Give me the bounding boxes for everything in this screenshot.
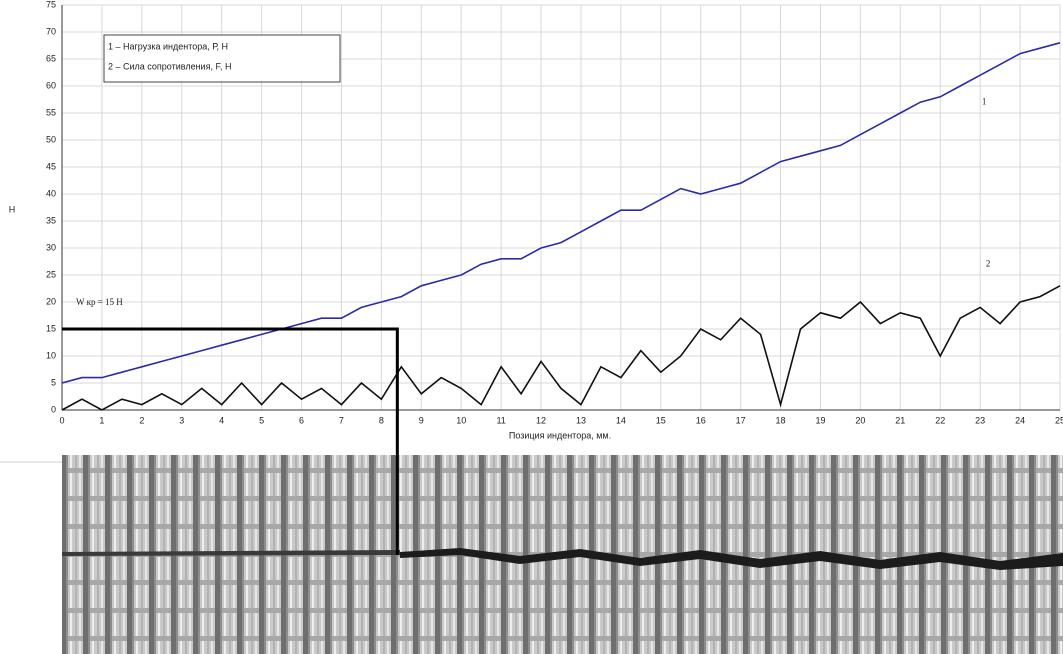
x-tick-label: 22 bbox=[935, 415, 945, 425]
x-tick-label: 7 bbox=[339, 415, 344, 425]
y-tick-label: 45 bbox=[46, 161, 56, 171]
annotation: W кр = 15 Н bbox=[76, 297, 123, 307]
x-tick-label: 25 bbox=[1055, 415, 1063, 425]
y-tick-label: 10 bbox=[46, 350, 56, 360]
x-tick-label: 14 bbox=[616, 415, 626, 425]
x-tick-label: 24 bbox=[1015, 415, 1025, 425]
x-tick-label: 11 bbox=[496, 415, 505, 425]
y-tick-label: 30 bbox=[46, 242, 56, 252]
x-tick-label: 17 bbox=[736, 415, 746, 425]
x-tick-label: 16 bbox=[696, 415, 706, 425]
legend-entry: 2 – Сила сопротивления, F, Н bbox=[108, 61, 231, 71]
y-tick-label: 25 bbox=[46, 269, 56, 279]
y-tick-label: 50 bbox=[46, 134, 56, 144]
y-tick-label: 60 bbox=[46, 80, 56, 90]
x-tick-label: 1 bbox=[99, 415, 104, 425]
x-tick-label: 23 bbox=[975, 415, 985, 425]
legend-entry: 1 – Нагрузка индентора, Р, Н bbox=[108, 41, 228, 51]
x-tick-label: 5 bbox=[259, 415, 264, 425]
series-line bbox=[61, 285, 1061, 411]
x-tick-label: 3 bbox=[179, 415, 184, 425]
y-tick-label: 55 bbox=[46, 107, 56, 117]
x-tick-label: 19 bbox=[815, 415, 825, 425]
x-tick-label: 21 bbox=[895, 415, 905, 425]
x-tick-label: 6 bbox=[299, 415, 304, 425]
x-tick-label: 10 bbox=[456, 415, 466, 425]
x-axis-label: Позиция индентора, мм. bbox=[509, 430, 611, 440]
x-tick-label: 18 bbox=[776, 415, 786, 425]
threshold-line bbox=[62, 327, 399, 555]
series-line bbox=[61, 42, 1061, 384]
annotation: 1 bbox=[982, 96, 987, 106]
y-tick-label: 70 bbox=[46, 26, 56, 36]
y-tick-label: 5 bbox=[51, 377, 56, 387]
y-tick-label: 65 bbox=[46, 53, 56, 63]
y-tick-label: 75 bbox=[46, 0, 56, 9]
y-axis-label: Н bbox=[9, 204, 16, 214]
fabric-photo bbox=[62, 455, 1063, 654]
x-tick-label: 4 bbox=[219, 415, 224, 425]
x-tick-label: 12 bbox=[536, 415, 546, 425]
x-tick-label: 13 bbox=[576, 415, 586, 425]
x-tick-label: 9 bbox=[419, 415, 424, 425]
y-tick-label: 35 bbox=[46, 215, 56, 225]
y-tick-label: 40 bbox=[46, 188, 56, 198]
x-tick-label: 15 bbox=[656, 415, 666, 425]
x-tick-label: 20 bbox=[855, 415, 865, 425]
annotation: 2 bbox=[986, 258, 991, 268]
legend: 1 – Нагрузка индентора, Р, Н 2 – Сила соп… bbox=[103, 34, 341, 83]
y-tick-label: 15 bbox=[46, 323, 56, 333]
y-tick-label: 20 bbox=[46, 296, 56, 306]
x-tick-label: 0 bbox=[59, 415, 64, 425]
x-tick-label: 2 bbox=[139, 415, 144, 425]
y-tick-label: 0 bbox=[51, 404, 56, 414]
x-tick-label: 8 bbox=[379, 415, 384, 425]
